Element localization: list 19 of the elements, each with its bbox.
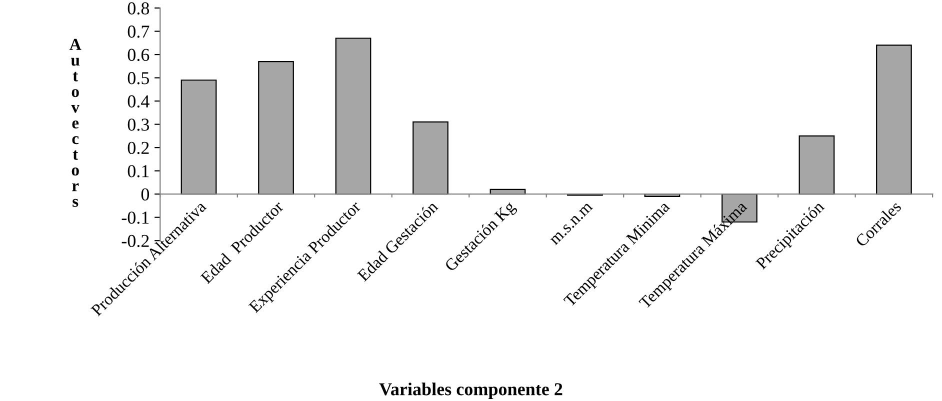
y-tick-label: 0.8	[128, 2, 150, 15]
y-tick-label: 0	[141, 188, 150, 201]
y-tick-label: -0.2	[122, 234, 149, 248]
y-tick-label: 0.3	[128, 118, 150, 131]
y-tick-label: 0.5	[128, 72, 150, 84]
bar	[412, 121, 448, 195]
y-tick-label: 0.6	[128, 48, 150, 62]
y-tick-label: 0.2	[128, 142, 149, 154]
x-axis-title: Variables componente 2	[379, 382, 562, 399]
bar	[180, 80, 217, 195]
bar	[335, 38, 372, 195]
y-tick-label: 0.4	[128, 95, 150, 108]
text: Autovectors	[70, 38, 82, 207]
y-tick-label: 0.7	[128, 26, 150, 38]
y-tick-label: -0.1	[122, 212, 149, 224]
y-tick-label: 0.1	[128, 165, 149, 178]
bar	[876, 44, 912, 195]
bar	[798, 135, 835, 195]
bar	[258, 60, 294, 195]
